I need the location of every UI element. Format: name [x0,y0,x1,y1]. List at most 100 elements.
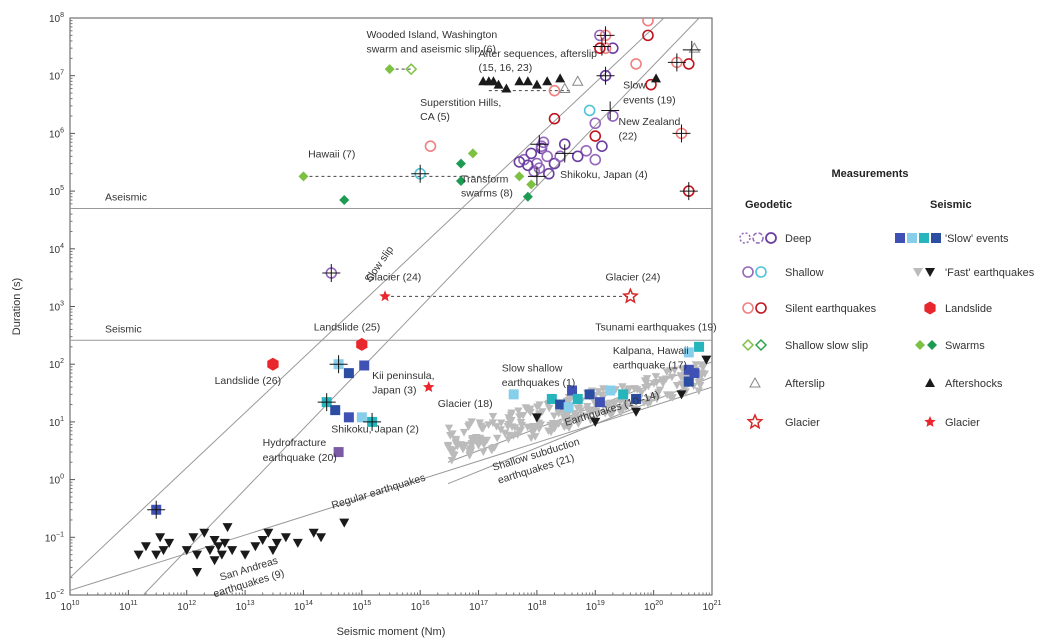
annotation-label: earthquakes (1) [502,377,576,389]
fast-earthquake-band-marker [478,438,487,446]
silent-earthquakes-point [589,130,602,142]
fast-earthquake-band-marker [644,395,653,404]
chart-annotations: Aseismic Seismic Wooded Island, Washington… [105,29,717,600]
fast-earthquakes-point [188,533,199,543]
fast-earthquake-band-marker [467,418,476,426]
fast-earthquakes-point [701,355,712,365]
fast-earthquakes-point [204,546,215,556]
legend-deep-icon [739,232,751,244]
fast-earthquake-band-marker [514,407,523,416]
annotation-label: After sequences, afterslip [479,48,598,60]
glacier-point [379,290,391,302]
fast-earthquake-band-marker [667,373,677,382]
deep-point [589,153,602,166]
x-axis-label: Seismic moment (Nm) [337,626,446,638]
fast-earthquake-band-marker [585,409,594,418]
fast-earthquake-band-marker [487,446,497,454]
silent-earthquakes-point [645,78,657,91]
x-tick-label: 1014 [294,600,313,613]
swarms-point [467,148,478,159]
y-tick-label: 10−2 [45,589,64,602]
silent-earthquakes-point [642,29,654,42]
fast-earthquake-band-marker [597,391,607,400]
legend-slow-events-icon [919,233,929,243]
silent-earthquakes-point [594,42,606,54]
fast-earthquake-band-marker [592,407,601,416]
swarms-point [455,158,466,169]
shallow-point [535,140,548,153]
scaling-line [70,386,712,591]
deep-point [554,150,566,163]
annotation-label: Kii peninsula, [372,370,434,382]
fast-earthquakes-point [158,546,169,556]
fast-earthquake-band-marker [528,429,537,438]
fast-earthquake-band-marker [545,404,554,413]
y-tick-label: 103 [49,301,64,314]
fast-earthquake-band-marker [665,393,675,401]
deep-point [533,162,546,174]
fast-earthquake-band-marker [531,422,541,431]
fast-earthquake-band-marker [697,369,707,378]
swarms-point [384,64,395,75]
annotation-label: swarms (8) [461,188,513,200]
fast-earthquake-band-marker [694,387,703,396]
deep-point [596,140,608,153]
fast-earthquake-band-marker [509,432,518,440]
fast-earthquake-band-marker [640,377,650,385]
silent-earthquakes-point [642,18,654,27]
fast-earthquake-band-marker [458,445,468,454]
fast-earthquake-band-marker [676,373,686,382]
fast-earthquake-band-marker [546,421,555,430]
fast-earthquake-band-marker [526,405,535,414]
deep-point [571,150,584,163]
afterslip-point [688,42,701,53]
fast-earthquake-band-marker [621,399,631,407]
fast-earthquake-band-marker [574,404,584,413]
aftershocks-point [531,79,542,89]
fast-earthquake-band-marker [544,427,553,435]
legend-fast-eq-icon [925,268,935,277]
fast-earthquake-band-marker [681,388,690,396]
legend-slow-events-icon [931,233,941,243]
annotation-label: (22) [618,131,637,143]
y-tick-label: 10−1 [45,531,64,544]
fast-earthquake-band-marker [580,412,590,421]
fast-earthquake-band-marker [497,419,506,428]
fast-earthquakes-point [155,533,166,543]
fast-earthquake-band-marker [527,424,536,433]
fast-earthquake-band-marker [503,423,513,431]
fast-earthquake-band-marker [549,412,559,421]
legend-aftershocks-icon [925,378,935,387]
fast-earthquake-band-marker [605,409,614,417]
deep-point [525,147,538,160]
legend-swarms-icon [927,340,937,350]
y-tick-label: 106 [49,127,64,140]
annotation-label: earthquake (17) [613,359,687,371]
fast-earthquake-band-marker [618,383,627,391]
y-tick-label: 105 [49,185,64,198]
legend-swarms-icon [915,340,925,350]
fast-earthquake-band-marker [516,418,526,427]
fast-earthquakes-point [308,528,319,538]
deep-point [543,167,555,180]
fast-earthquake-band-marker [468,435,477,443]
annotation-label: Hawaii (7) [308,149,355,161]
shallow-point [583,104,596,117]
plot-area [70,18,712,595]
slow-events-point [555,399,566,410]
x-tick-label: 1015 [352,600,371,613]
shallow-slow-slip-point [405,63,418,76]
y-tick-label: 102 [49,358,64,371]
fast-earthquakes-point [240,550,251,560]
slow-events-point [359,360,370,371]
fast-earthquakes-point [222,523,233,533]
fast-earthquake-band-marker [694,379,703,387]
chart-legend: Measurements Geodetic Seismic Deep 'Slow' ev… [739,168,1035,430]
swarms-point [522,191,533,202]
x-tick-label: 1011 [119,600,137,613]
fast-earthquake-band-marker [447,456,456,465]
fast-earthquakes-point [227,546,238,556]
fast-earthquake-band-marker [478,425,488,433]
fast-earthquake-band-marker [507,417,516,425]
fast-earthquake-band-marker [654,389,663,397]
